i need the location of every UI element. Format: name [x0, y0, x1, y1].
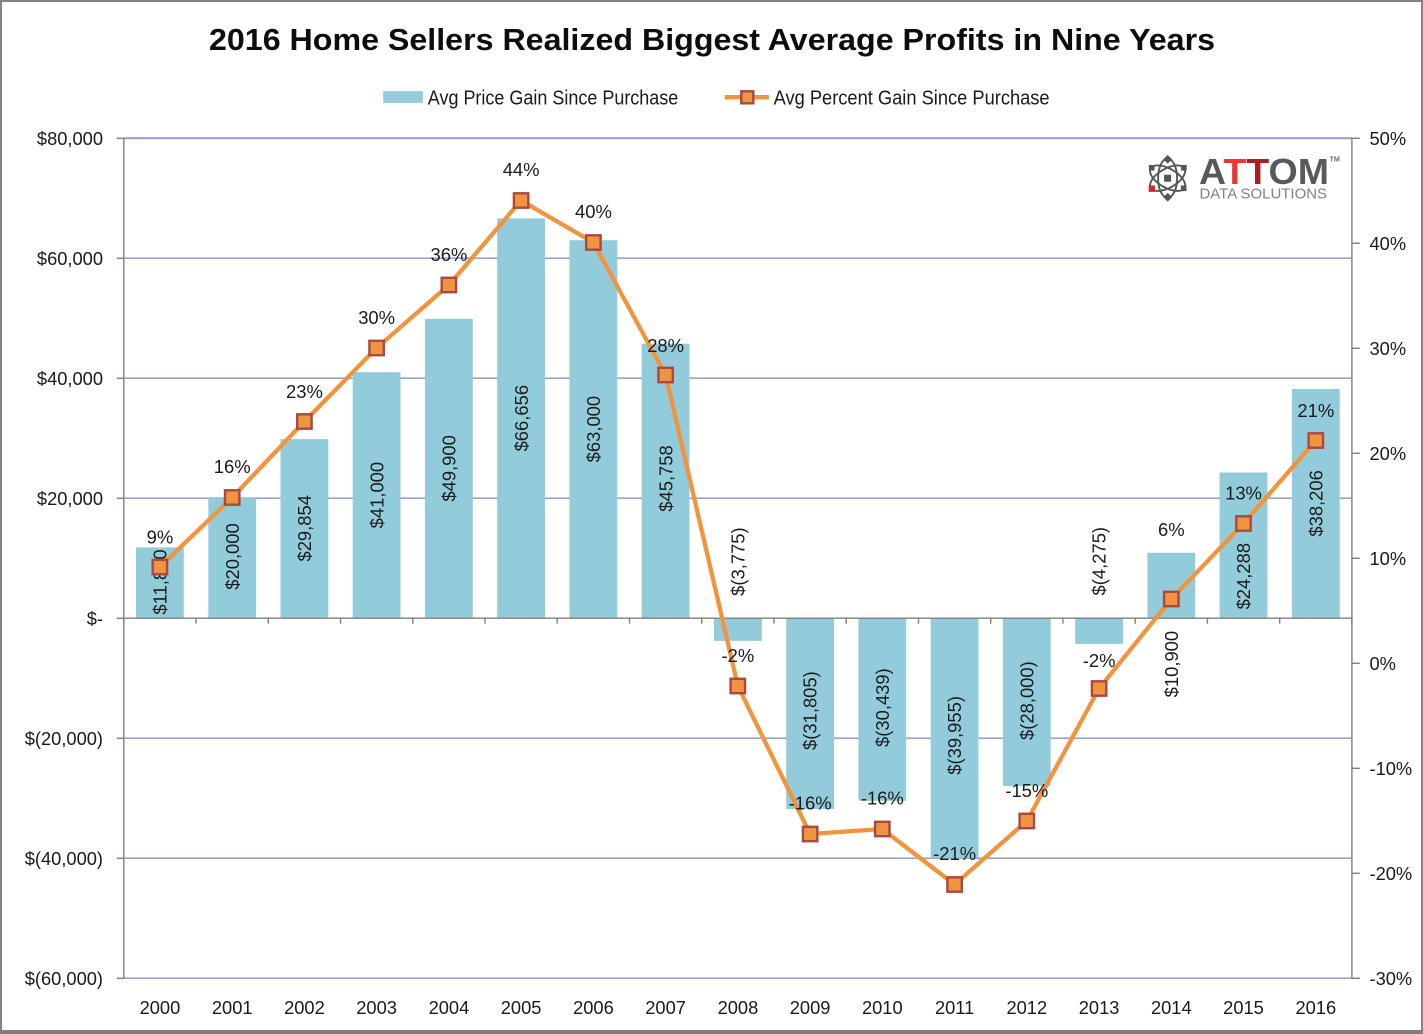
svg-text:ATTOM: ATTOM — [1199, 151, 1329, 192]
svg-text:2008: 2008 — [718, 997, 759, 1018]
svg-text:-20%: -20% — [1370, 863, 1413, 884]
svg-text:$(3,775): $(3,775) — [728, 527, 749, 596]
svg-text:2009: 2009 — [790, 997, 831, 1018]
svg-text:40%: 40% — [575, 201, 612, 222]
svg-text:$80,000: $80,000 — [37, 128, 103, 149]
svg-text:$49,900: $49,900 — [439, 435, 460, 501]
svg-text:$41,000: $41,000 — [366, 462, 387, 528]
svg-text:2004: 2004 — [429, 997, 470, 1018]
svg-text:$40,000: $40,000 — [37, 368, 103, 389]
svg-text:20%: 20% — [1370, 443, 1407, 464]
svg-text:2014: 2014 — [1151, 997, 1192, 1018]
svg-text:-10%: -10% — [1370, 758, 1413, 779]
svg-text:TM: TM — [1330, 155, 1340, 164]
svg-text:DATA SOLUTIONS: DATA SOLUTIONS — [1200, 187, 1328, 203]
svg-text:28%: 28% — [647, 335, 684, 356]
svg-text:36%: 36% — [430, 244, 467, 265]
svg-text:$(39,955): $(39,955) — [944, 696, 965, 775]
svg-text:13%: 13% — [1225, 483, 1262, 504]
svg-text:16%: 16% — [214, 456, 251, 477]
svg-text:$-: $- — [87, 608, 103, 629]
svg-text:2003: 2003 — [356, 997, 397, 1018]
svg-text:2013: 2013 — [1079, 997, 1120, 1018]
svg-text:$(20,000): $(20,000) — [25, 728, 103, 749]
svg-text:2006: 2006 — [573, 997, 614, 1018]
svg-text:0%: 0% — [1370, 653, 1396, 674]
svg-text:$(4,275): $(4,275) — [1089, 527, 1110, 596]
svg-text:9%: 9% — [147, 527, 174, 548]
svg-text:$20,000: $20,000 — [222, 523, 243, 589]
svg-text:$45,758: $45,758 — [655, 445, 676, 511]
svg-text:Avg Percent Gain Since Purchas: Avg Percent Gain Since Purchase — [774, 87, 1050, 109]
svg-text:2011: 2011 — [935, 997, 974, 1018]
svg-text:$66,656: $66,656 — [511, 385, 532, 451]
svg-text:2016: 2016 — [1295, 997, 1336, 1018]
svg-text:2000: 2000 — [140, 997, 181, 1018]
svg-text:-21%: -21% — [933, 843, 976, 864]
svg-text:$(30,439): $(30,439) — [872, 668, 893, 747]
svg-text:21%: 21% — [1297, 400, 1334, 421]
svg-text:2015: 2015 — [1223, 997, 1264, 1018]
svg-text:40%: 40% — [1370, 233, 1407, 254]
svg-text:2005: 2005 — [501, 997, 542, 1018]
svg-text:30%: 30% — [358, 307, 395, 328]
svg-text:$10,900: $10,900 — [1161, 631, 1182, 697]
svg-text:30%: 30% — [1370, 338, 1407, 359]
svg-text:$38,206: $38,206 — [1305, 470, 1326, 536]
svg-text:$(40,000): $(40,000) — [25, 848, 103, 869]
svg-text:$63,000: $63,000 — [583, 396, 604, 462]
svg-text:$(60,000): $(60,000) — [25, 968, 103, 989]
svg-text:2010: 2010 — [862, 997, 903, 1018]
svg-text:$(28,000): $(28,000) — [1017, 661, 1038, 740]
svg-text:Avg Price Gain Since Purchase: Avg Price Gain Since Purchase — [428, 87, 679, 109]
svg-text:6%: 6% — [1158, 519, 1185, 540]
svg-text:23%: 23% — [286, 381, 323, 402]
svg-text:10%: 10% — [1370, 548, 1407, 569]
svg-text:-15%: -15% — [1005, 780, 1048, 801]
svg-text:$60,000: $60,000 — [37, 248, 103, 269]
svg-text:$24,288: $24,288 — [1233, 543, 1254, 609]
svg-text:-16%: -16% — [789, 793, 832, 814]
svg-text:-30%: -30% — [1370, 968, 1413, 989]
svg-text:50%: 50% — [1370, 128, 1407, 149]
svg-text:2002: 2002 — [284, 997, 325, 1018]
svg-text:2001: 2001 — [212, 997, 253, 1018]
svg-text:2016 Home Sellers Realized Big: 2016 Home Sellers Realized Biggest Avera… — [209, 23, 1215, 57]
svg-text:-2%: -2% — [1083, 650, 1116, 671]
svg-text:$29,854: $29,854 — [294, 495, 315, 561]
svg-text:2007: 2007 — [645, 997, 686, 1018]
svg-text:$(31,805): $(31,805) — [800, 671, 821, 750]
svg-text:44%: 44% — [503, 159, 540, 180]
svg-text:-16%: -16% — [861, 788, 904, 809]
svg-text:2012: 2012 — [1006, 997, 1047, 1018]
svg-text:-2%: -2% — [722, 645, 755, 666]
svg-text:$20,000: $20,000 — [37, 488, 103, 509]
